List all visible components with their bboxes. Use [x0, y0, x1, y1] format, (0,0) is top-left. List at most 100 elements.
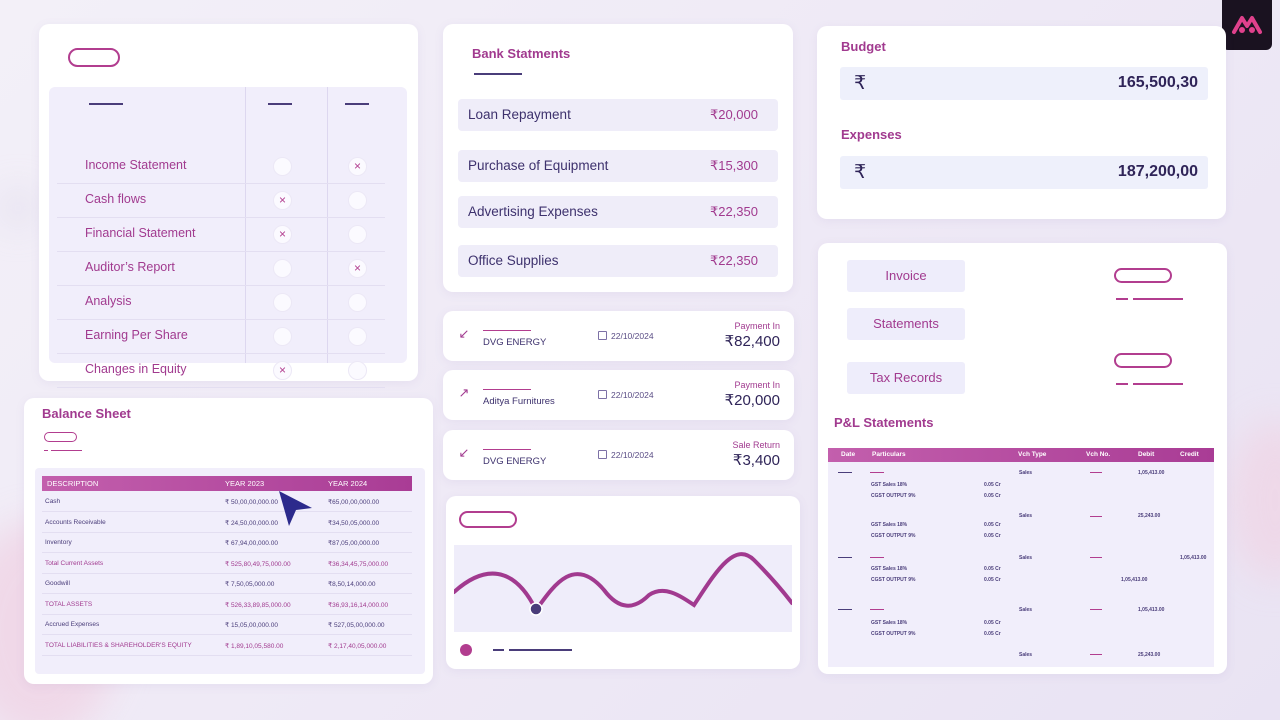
row-description: Inventory: [45, 539, 72, 546]
pl-amount: 0.05 Cr: [984, 566, 1001, 572]
row-year-2023: ₹ 1,89,10,05,580.00: [225, 642, 284, 650]
transaction-date: 22/10/2024: [611, 390, 654, 400]
row-year-2024: ₹ 527,05,00,000.00: [328, 622, 385, 629]
budget-value: 165,500,30: [1117, 74, 1198, 91]
pl-amount: 0.05 Cr: [984, 620, 1001, 626]
app-logo: [1222, 0, 1272, 50]
calendar-icon: [598, 331, 607, 340]
pl-particular: CGST OUTPUT 9%: [871, 631, 916, 637]
placeholder-line: [483, 449, 531, 450]
row-year-2023: ₹ 24,50,00,000.00: [225, 519, 278, 527]
pl-particular: GST Sales 18%: [871, 620, 908, 626]
bank-statement-row[interactable]: Loan Repayment ₹20,000: [458, 99, 778, 131]
transaction-type: Sale Return: [732, 440, 780, 450]
balance-sheet-card: Balance Sheet DESCRIPTION YEAR 2023 YEAR…: [24, 398, 433, 684]
checklist-row: Analysis: [57, 286, 385, 320]
placeholder-pill: [459, 511, 517, 528]
background-blob: [0, 190, 36, 226]
placeholder-pill: [68, 48, 120, 67]
checkbox-circle[interactable]: ×: [273, 191, 292, 210]
report-checklist-card: Income Statement × Cash flows × Financial St…: [39, 24, 418, 388]
pl-amount: 0.05 Cr: [984, 493, 1001, 499]
placeholder-dash: [838, 472, 852, 473]
placeholder-pill: [1114, 268, 1172, 283]
placeholder-line: [483, 389, 531, 390]
placeholder-dash: [1090, 654, 1102, 655]
checkbox-circle[interactable]: ×: [273, 361, 292, 380]
checkbox-circle[interactable]: [348, 225, 367, 244]
row-description: Cash: [45, 498, 61, 505]
checkbox-circle[interactable]: [348, 327, 367, 346]
placeholder-dash: [1090, 516, 1102, 517]
checklist-row-label: Earning Per Share: [85, 328, 188, 342]
pl-header-credit: Credit: [1180, 451, 1199, 458]
placeholder-line: [1116, 298, 1128, 300]
header-placeholder-line: [268, 103, 292, 105]
pl-vch-type: Sales: [1019, 652, 1033, 658]
checkbox-circle[interactable]: [348, 293, 367, 312]
bank-statement-row[interactable]: Purchase of Equipment ₹15,300: [458, 150, 778, 182]
pl-particular: GST Sales 18%: [871, 482, 908, 488]
documents-card: Invoice Statements Tax Records P&L State…: [818, 243, 1227, 674]
transaction-card[interactable]: ↙ DVG ENERGY 22/10/2024 Payment In ₹82,400: [443, 311, 794, 361]
pl-header-debit: Debit: [1138, 451, 1155, 458]
placeholder-dash: [1090, 472, 1102, 473]
transaction-name: DVG ENERGY: [483, 337, 547, 348]
invoice-button[interactable]: Invoice: [847, 260, 965, 292]
bank-row-label: Advertising Expenses: [468, 204, 598, 219]
checklist-row: Financial Statement ×: [57, 218, 385, 252]
title-underline: [474, 73, 522, 75]
expenses-label: Expenses: [841, 127, 902, 142]
legend-line: [493, 649, 504, 651]
pl-amount: 0.05 Cr: [984, 533, 1001, 539]
trend-line: [452, 552, 794, 616]
pl-header-vch-no: Vch No.: [1086, 451, 1111, 458]
row-year-2024: ₹65,00,00,000.00: [328, 499, 380, 506]
pl-credit: 1,05,413.00: [1180, 555, 1207, 561]
pl-debit: 1,05,413.00: [1138, 607, 1165, 613]
header-description: DESCRIPTION: [47, 479, 99, 488]
budget-value-row: ₹ 165,500,30: [840, 67, 1208, 100]
checkbox-circle[interactable]: ×: [348, 157, 367, 176]
transaction-card[interactable]: ↗ Aditya Furnitures 22/10/2024 Payment In ₹2…: [443, 370, 794, 420]
transaction-arrow-icon: ↗: [458, 385, 470, 400]
checklist-row: Income Statement ×: [57, 150, 385, 184]
balance-sheet-row: TOTAL LIABILITIES & SHAREHOLDER'S EQUITY…: [42, 636, 412, 656]
row-description: Total Current Assets: [45, 559, 104, 567]
checkbox-circle[interactable]: [273, 259, 292, 278]
statements-button[interactable]: Statements: [847, 308, 965, 340]
row-description: Accounts Receivable: [45, 518, 106, 526]
checkbox-circle[interactable]: [273, 157, 292, 176]
tax-records-button[interactable]: Tax Records: [847, 362, 965, 394]
checkbox-circle[interactable]: [273, 293, 292, 312]
bank-statement-row[interactable]: Office Supplies ₹22,350: [458, 245, 778, 277]
checkbox-circle[interactable]: ×: [348, 259, 367, 278]
pl-vch-type: Sales: [1019, 470, 1033, 476]
placeholder-dash: [838, 557, 852, 558]
transaction-card[interactable]: ↙ DVG ENERGY 22/10/2024 Sale Return ₹3,400: [443, 430, 794, 480]
pl-table-body: Sales 1,05,413.00 GST Sales 18% 0.05 Cr CGST…: [828, 462, 1214, 667]
legend-line: [509, 649, 572, 651]
pl-amount: 0.05 Cr: [984, 522, 1001, 528]
placeholder-line: [1133, 298, 1183, 300]
rupee-icon: ₹: [854, 162, 867, 183]
pl-table-header: Date Particulars Vch Type Vch No. Debit …: [828, 448, 1214, 462]
checkbox-circle[interactable]: [348, 361, 367, 380]
checkbox-circle[interactable]: [273, 327, 292, 346]
rupee-icon: ₹: [854, 73, 867, 94]
pl-header-vch-type: Vch Type: [1018, 451, 1047, 458]
header-year-2023: YEAR 2023: [225, 479, 265, 488]
bank-row-amount: ₹22,350: [709, 253, 758, 268]
placeholder-dash: [838, 609, 852, 610]
pl-amount: 0.05 Cr: [984, 577, 1001, 583]
balance-sheet-row: Accrued Expenses ₹ 15,05,00,000.00 ₹ 527,0…: [42, 615, 412, 635]
column-divider: [327, 87, 328, 363]
trend-chart-area: [452, 545, 794, 632]
bank-row-label: Purchase of Equipment: [468, 158, 609, 173]
checkbox-circle[interactable]: ×: [273, 225, 292, 244]
checklist-row-label: Analysis: [85, 294, 132, 308]
bank-statement-row[interactable]: Advertising Expenses ₹22,350: [458, 196, 778, 228]
checkbox-circle[interactable]: [348, 191, 367, 210]
bank-row-amount: ₹20,000: [709, 107, 758, 122]
placeholder-line: [44, 450, 48, 451]
